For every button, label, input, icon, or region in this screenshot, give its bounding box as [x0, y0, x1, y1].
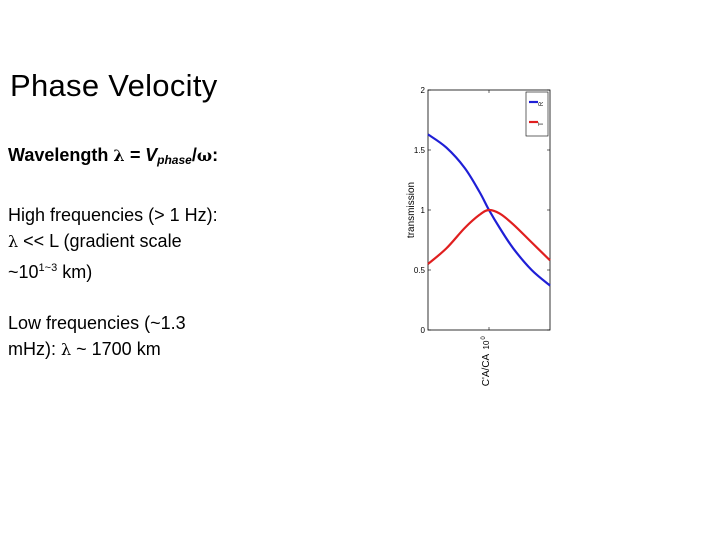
- lambda-symbol: λ: [113, 146, 125, 165]
- omega-symbol: ω: [196, 146, 213, 165]
- lambda-symbol: λ: [8, 232, 19, 251]
- transmission-plot: 0 0.5 1 1.5 2 transmission 10 0 C'A/CA R T: [400, 78, 560, 398]
- legend-box: [525, 91, 549, 137]
- low-freq-line-2-prefix: mHz):: [8, 339, 61, 359]
- low-freq-line-2-suffix: ~ 1700 km: [71, 339, 161, 359]
- high-freq-line-1: High frequencies (> 1 Hz):: [8, 205, 218, 225]
- v-symbol: = V: [129, 145, 158, 165]
- y-tick-label: 0.5: [414, 266, 426, 275]
- legend-label-r: R: [539, 101, 545, 106]
- wavelength-label: Wavelength: [8, 145, 109, 165]
- high-freq-line-3-suffix: km): [57, 262, 93, 282]
- x-axis-label: C'A/CA: [481, 353, 492, 386]
- y-tick-label: 1: [421, 206, 426, 215]
- y-tick-label: 1.5: [414, 146, 426, 155]
- slide-title: Phase Velocity: [10, 68, 218, 103]
- high-freq-line-2-text: << L (gradient scale: [18, 231, 182, 251]
- y-tick-label: 2: [421, 86, 426, 95]
- exponent: 1~3: [38, 262, 58, 274]
- series-line-t: [427, 208, 551, 265]
- x-tick-label: 10: [482, 340, 491, 349]
- y-tick-label: 0: [421, 326, 426, 335]
- colon: :: [212, 145, 219, 165]
- lambda-symbol: λ: [61, 340, 72, 359]
- low-freq-line-1: Low frequencies (~1.3: [8, 313, 186, 333]
- high-freq-line-3-prefix: ~10: [8, 262, 39, 282]
- x-tick-exponent: 0: [481, 336, 487, 340]
- slash: /: [191, 145, 197, 165]
- y-axis-label: transmission: [406, 182, 417, 238]
- high-freq-line-2: λ << L (gradient scale: [8, 228, 268, 255]
- high-frequency-paragraph: High frequencies (> 1 Hz): λ << L (gradi…: [8, 202, 268, 285]
- low-frequency-paragraph: Low frequencies (~1.3 mHz): λ ~ 1700 km: [8, 310, 248, 363]
- high-freq-line-3: ~101~3 km): [8, 255, 268, 285]
- legend-label-t: T: [539, 122, 545, 126]
- phase-subscript: phase: [157, 153, 192, 167]
- low-freq-line-2: mHz): λ ~ 1700 km: [8, 336, 248, 363]
- wavelength-equation: Wavelength λ = Vphase/ω:: [8, 142, 218, 173]
